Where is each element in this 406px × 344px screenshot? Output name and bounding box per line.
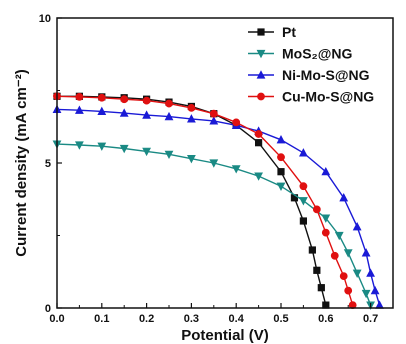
legend: Pt MoS₂@NG Ni-Mo-S@NG Cu-Mo-S@NG [248,24,374,105]
data-point [165,99,173,108]
legend-marker [256,49,266,59]
x-axis-title: Potential (V) [181,327,269,344]
legend-entry: Cu-Mo-S@NG [248,89,374,105]
plot-frame [56,17,394,309]
data-point [352,222,362,231]
data-point [344,286,353,295]
legend-entry: Ni-Mo-S@NG [248,67,370,83]
series-group [52,92,384,310]
series-2 [52,104,384,309]
series-1 [52,140,375,310]
legend-label: Cu-Mo-S@NG [282,89,374,105]
y-tick-label: 10 [39,13,51,25]
data-point [75,92,84,101]
data-point [276,135,286,144]
data-point [142,96,151,105]
data-point [142,110,151,119]
legend-entry: Pt [248,24,296,40]
data-point [209,116,219,125]
data-point [299,217,308,225]
x-tick-label: 0.1 [94,313,109,325]
data-point [308,246,316,254]
x-tick-label: 0.5 [273,313,288,325]
data-point [120,95,129,104]
data-point [339,193,349,202]
data-point [312,205,321,214]
legend-label: Ni-Mo-S@NG [282,67,370,83]
x-tick-label: 0.6 [318,313,333,325]
data-point [370,285,380,295]
data-point [277,168,285,176]
data-point [97,106,107,115]
data-point [255,139,263,147]
data-point [97,142,107,151]
data-point [119,108,129,117]
legend-label: Pt [282,24,296,40]
data-point [75,141,84,150]
series-3 [53,92,357,309]
legend-entry: MoS₂@NG [248,46,353,62]
data-point [209,109,218,118]
data-point [330,251,339,260]
series-line [56,143,372,306]
data-point [313,266,321,274]
legend-marker [257,92,265,101]
data-point [299,148,308,157]
x-tick-label: 0.4 [229,313,245,325]
data-point [366,268,375,277]
data-point [187,104,196,112]
x-tick-label: 0.0 [49,313,64,325]
data-point [321,228,330,237]
axes: 0.0 0.1 0.2 0.3 0.4 0.5 0.6 0.7 0 5 10 [39,13,394,325]
data-point [97,93,106,102]
data-point [232,118,241,127]
data-point [339,272,348,280]
series-line [57,95,327,306]
legend-marker [256,70,266,79]
data-point [299,182,308,191]
y-tick-label: 5 [45,158,51,170]
data-point [187,155,196,164]
x-tick-label: 0.3 [184,313,199,325]
data-point [142,147,151,157]
data-point [277,153,285,162]
data-point [75,105,84,114]
data-point [187,114,196,123]
data-point [321,166,331,176]
data-point [119,144,129,154]
series-line [56,108,381,306]
y-tick-label: 0 [45,303,51,315]
x-tick-label: 0.7 [363,313,378,325]
data-point [276,182,286,191]
series-0 [53,92,330,309]
x-tick-label: 0.2 [139,313,154,325]
data-point [317,284,325,292]
data-point [231,165,241,174]
data-point [334,231,344,241]
data-point [361,289,371,299]
data-point [361,248,371,257]
series-line [56,95,354,306]
data-point [321,214,331,223]
data-point [352,269,362,278]
data-point [343,249,353,258]
data-point [254,172,263,181]
y-axis-title: Current density (mA cm⁻²) [13,69,30,256]
data-point [164,150,174,160]
data-point [299,197,308,206]
data-point [209,159,219,168]
data-point [254,130,263,138]
data-point [164,111,174,121]
legend-marker [257,28,265,36]
legend-label: MoS₂@NG [282,46,353,62]
